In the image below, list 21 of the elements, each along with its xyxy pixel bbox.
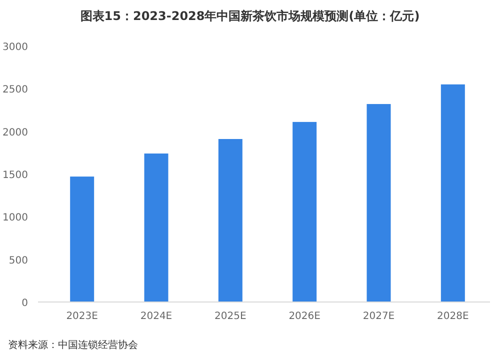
chart-title: 图表15：2023-2028年中国新茶饮市场规模预测(单位：亿元) <box>80 9 420 23</box>
bar <box>70 176 94 302</box>
y-tick-label: 500 <box>8 255 28 266</box>
y-tick-label: 1000 <box>2 212 28 224</box>
bar <box>440 84 465 302</box>
y-tick-label: 1500 <box>2 170 28 181</box>
y-tick-label: 2500 <box>2 84 28 96</box>
text: 资料来源：中国连锁经营协会 <box>8 339 138 351</box>
x-tick-label: 2028E <box>437 311 469 322</box>
y-tick-label: 0 <box>22 298 28 309</box>
x-tick-label: 2026E <box>288 311 320 322</box>
x-tick-label: 2027E <box>362 311 395 322</box>
x-tick-label: 2024E <box>140 311 172 322</box>
bar <box>218 139 242 302</box>
x-tick-label: 2025E <box>214 311 246 322</box>
y-tick-label: 3000 <box>2 42 28 53</box>
bar <box>366 104 391 302</box>
bar <box>144 154 168 302</box>
x-tick-label: 2023E <box>66 311 98 322</box>
y-tick-label: 2000 <box>2 127 28 138</box>
bar <box>292 122 317 302</box>
